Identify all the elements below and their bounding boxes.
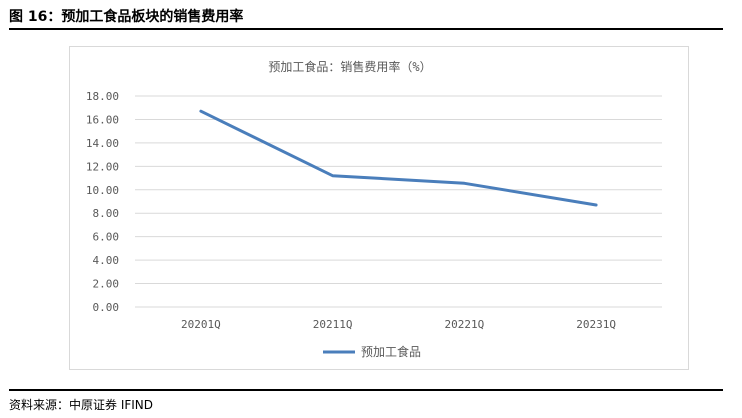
y-tick-label: 18.00 — [86, 90, 119, 103]
x-tick-label: 20201Q — [181, 318, 221, 331]
x-axis-ticks: 20201Q 20211Q 20221Q 20231Q — [181, 318, 616, 331]
x-tick-label: 20221Q — [445, 318, 485, 331]
x-tick-label: 20211Q — [313, 318, 353, 331]
series-lines — [199, 109, 598, 207]
source-note: 资料来源：中原证券 IFIND — [9, 398, 154, 412]
bottom-divider — [9, 389, 723, 391]
gridlines — [135, 95, 662, 308]
x-tick-label: 20231Q — [576, 318, 616, 331]
chart-title: 预加工食品：销售费用率（%） — [268, 59, 431, 74]
figure-title: 图 16：预加工食品板块的销售费用率 — [9, 9, 244, 25]
y-tick-label: 2.00 — [93, 278, 120, 291]
y-tick-label: 8.00 — [93, 207, 120, 220]
y-tick-label: 0.00 — [93, 301, 120, 314]
series-line — [199, 109, 598, 207]
chart-container: 预加工食品：销售费用率（%） 0.00 2.00 4.00 6.00 8.00 10.00… — [69, 46, 689, 370]
y-tick-label: 12.00 — [86, 160, 119, 173]
y-tick-label: 4.00 — [93, 254, 120, 267]
legend-label: 预加工食品 — [361, 344, 421, 359]
y-axis-ticks: 0.00 2.00 4.00 6.00 8.00 10.00 12.00 14.00 16.00… — [86, 90, 119, 314]
y-tick-label: 14.00 — [86, 137, 119, 150]
y-tick-label: 6.00 — [93, 231, 120, 244]
top-divider — [9, 28, 723, 30]
line-chart: 预加工食品：销售费用率（%） 0.00 2.00 4.00 6.00 8.00 10.00… — [86, 59, 662, 359]
y-tick-label: 16.00 — [86, 113, 119, 126]
y-tick-label: 10.00 — [86, 184, 119, 197]
legend: 预加工食品 — [323, 344, 421, 359]
